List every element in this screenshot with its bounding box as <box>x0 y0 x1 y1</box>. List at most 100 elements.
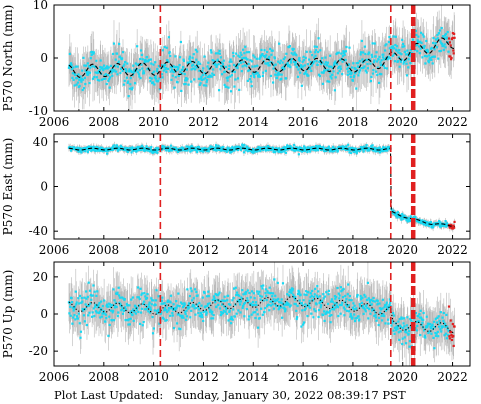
x-tick-label: 2006 <box>39 243 70 257</box>
x-tick-label: 2016 <box>288 115 319 129</box>
data-point <box>118 294 121 297</box>
data-point <box>169 54 172 58</box>
data-point <box>131 146 134 149</box>
data-point <box>392 47 396 50</box>
data-point <box>298 59 301 62</box>
data-point <box>283 67 286 70</box>
data-point <box>453 32 456 35</box>
data-point <box>230 60 233 63</box>
data-point <box>192 53 195 56</box>
x-tick-label: 2008 <box>89 243 120 257</box>
data-point <box>433 48 436 51</box>
data-point <box>417 35 420 38</box>
data-point <box>341 72 344 76</box>
data-point <box>453 220 456 224</box>
data-point <box>184 82 187 86</box>
data-point <box>233 147 237 150</box>
data-point <box>252 74 255 77</box>
data-point <box>86 150 89 154</box>
data-point <box>303 149 306 153</box>
data-point <box>126 81 129 84</box>
data-point <box>107 334 110 337</box>
data-point <box>360 66 363 70</box>
data-point <box>79 336 82 339</box>
data-point <box>326 80 329 83</box>
data-point <box>406 49 409 52</box>
data-point <box>347 143 350 146</box>
data-point <box>429 58 432 61</box>
data-point <box>140 63 143 66</box>
data-point <box>75 303 78 306</box>
data-point <box>201 316 204 319</box>
data-point <box>106 305 110 308</box>
data-point <box>414 29 418 32</box>
data-point <box>308 67 312 70</box>
data-point <box>154 77 158 80</box>
data-point <box>439 49 442 53</box>
data-point <box>369 79 373 83</box>
data-point <box>421 219 424 222</box>
data-point <box>170 306 173 309</box>
data-point <box>322 145 325 148</box>
data-point <box>247 62 250 66</box>
data-point <box>181 66 185 69</box>
data-point <box>284 77 288 80</box>
data-point <box>249 75 252 78</box>
data-point <box>121 69 124 73</box>
data-point <box>400 58 403 61</box>
data-point <box>112 319 116 322</box>
data-point <box>221 311 225 315</box>
data-point <box>162 302 165 305</box>
data-point <box>285 147 288 150</box>
data-point <box>138 75 141 78</box>
x-tick-label: 2020 <box>387 243 418 257</box>
data-point <box>283 146 286 149</box>
data-point <box>178 63 181 67</box>
error-bars <box>68 141 455 233</box>
data-point <box>155 146 158 150</box>
data-point <box>307 67 310 70</box>
data-point <box>113 299 116 302</box>
data-point <box>383 149 387 152</box>
data-point <box>94 305 97 308</box>
data-point <box>77 150 80 153</box>
data-point <box>106 303 109 306</box>
data-point <box>348 72 351 76</box>
data-point <box>202 310 205 313</box>
data-point <box>111 311 114 314</box>
data-point <box>127 80 130 83</box>
data-point <box>332 66 335 69</box>
data-point <box>137 63 140 66</box>
data-point <box>217 144 220 147</box>
data-point <box>257 75 260 78</box>
data-point <box>84 303 87 306</box>
data-point <box>393 52 396 56</box>
data-point <box>150 145 153 149</box>
data-point <box>395 212 399 215</box>
data-point <box>373 59 376 62</box>
data-point <box>444 32 448 36</box>
data-point <box>212 314 215 317</box>
data-point <box>322 147 325 150</box>
data-point <box>121 146 124 149</box>
data-point <box>440 26 443 30</box>
data-point <box>246 79 249 82</box>
data-point <box>134 62 137 65</box>
data-point <box>211 59 214 62</box>
data-point <box>117 60 120 63</box>
data-point <box>130 69 133 72</box>
data-point <box>337 51 340 54</box>
data-point <box>68 312 71 315</box>
data-point <box>203 55 206 58</box>
data-point <box>278 148 282 152</box>
data-point <box>116 314 119 318</box>
data-point <box>176 81 179 84</box>
data-point <box>111 74 114 77</box>
data-point <box>361 148 364 151</box>
data-point <box>163 45 166 49</box>
data-point <box>190 309 193 312</box>
data-point <box>438 50 441 53</box>
data-point <box>408 219 412 222</box>
data-point <box>450 58 453 61</box>
x-tick-label: 2022 <box>437 115 468 129</box>
